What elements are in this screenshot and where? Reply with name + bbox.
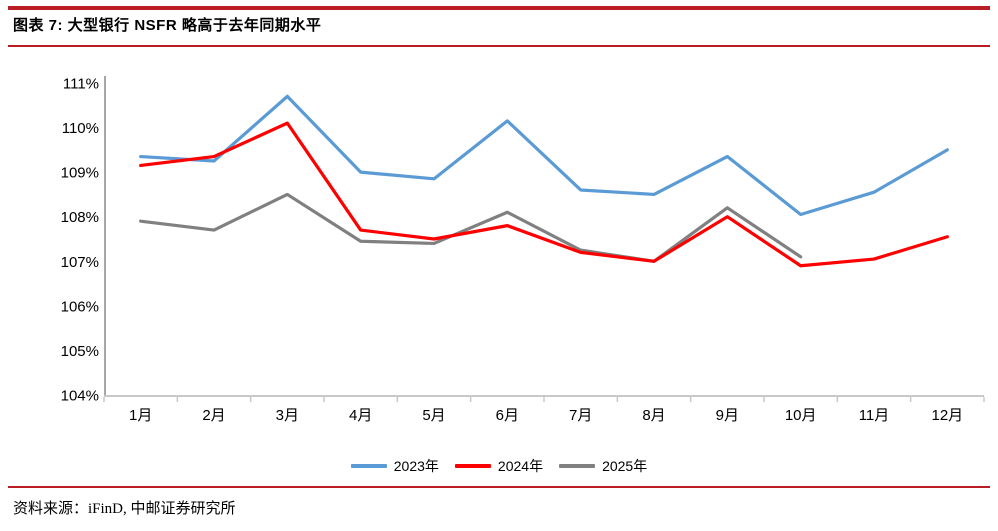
y-tick-label: 105% bbox=[61, 343, 99, 360]
x-tick-label: 5月 bbox=[422, 407, 445, 424]
legend-label: 2023年 bbox=[393, 458, 439, 474]
legend-label: 2024年 bbox=[497, 458, 544, 474]
y-tick-label: 108% bbox=[61, 209, 99, 226]
y-tick-label: 104% bbox=[61, 388, 99, 405]
legend-item-2025: 2025年 bbox=[559, 456, 647, 476]
series-line-2025 bbox=[139, 192, 803, 263]
y-tick-label: 110% bbox=[62, 120, 99, 137]
footer-divider-rule bbox=[8, 486, 990, 488]
y-tick-label: 107% bbox=[61, 254, 99, 271]
x-tick-label: 10月 bbox=[785, 407, 817, 424]
figure-title: 图表 7: 大型银行 NSFR 略高于去年同期水平 bbox=[13, 17, 322, 34]
legend-swatch bbox=[350, 464, 387, 468]
x-tick-label: 1月 bbox=[129, 407, 152, 424]
legend-label: 2025年 bbox=[602, 458, 648, 474]
x-tick-label: 4月 bbox=[349, 407, 372, 424]
x-tick-label: 8月 bbox=[642, 407, 665, 424]
y-tick-label: 109% bbox=[61, 165, 99, 182]
legend-item-2023: 2023年 bbox=[350, 456, 439, 476]
legend-item-2024: 2024年 bbox=[454, 456, 544, 476]
source-note: 资料来源：iFinD, 中邮证券研究所 bbox=[13, 501, 236, 517]
y-tick-label: 106% bbox=[61, 298, 99, 315]
x-tick-label: 6月 bbox=[496, 407, 519, 424]
legend-swatch bbox=[559, 464, 596, 468]
y-tick-label: 111% bbox=[63, 76, 99, 93]
top-accent-rule bbox=[8, 6, 990, 10]
x-tick-label: 11月 bbox=[859, 407, 890, 424]
series-line-2024 bbox=[139, 121, 949, 268]
x-tick-label: 2月 bbox=[202, 407, 225, 424]
title-divider-rule bbox=[8, 45, 990, 47]
x-tick-label: 12月 bbox=[931, 407, 963, 424]
legend-swatch bbox=[454, 464, 491, 468]
x-tick-label: 7月 bbox=[569, 407, 592, 424]
chart-legend: 2023年 2024年 2025年 bbox=[0, 456, 998, 476]
series-line-2023 bbox=[139, 94, 949, 217]
x-tick-label: 9月 bbox=[716, 407, 739, 424]
x-tick-label: 3月 bbox=[276, 407, 299, 424]
